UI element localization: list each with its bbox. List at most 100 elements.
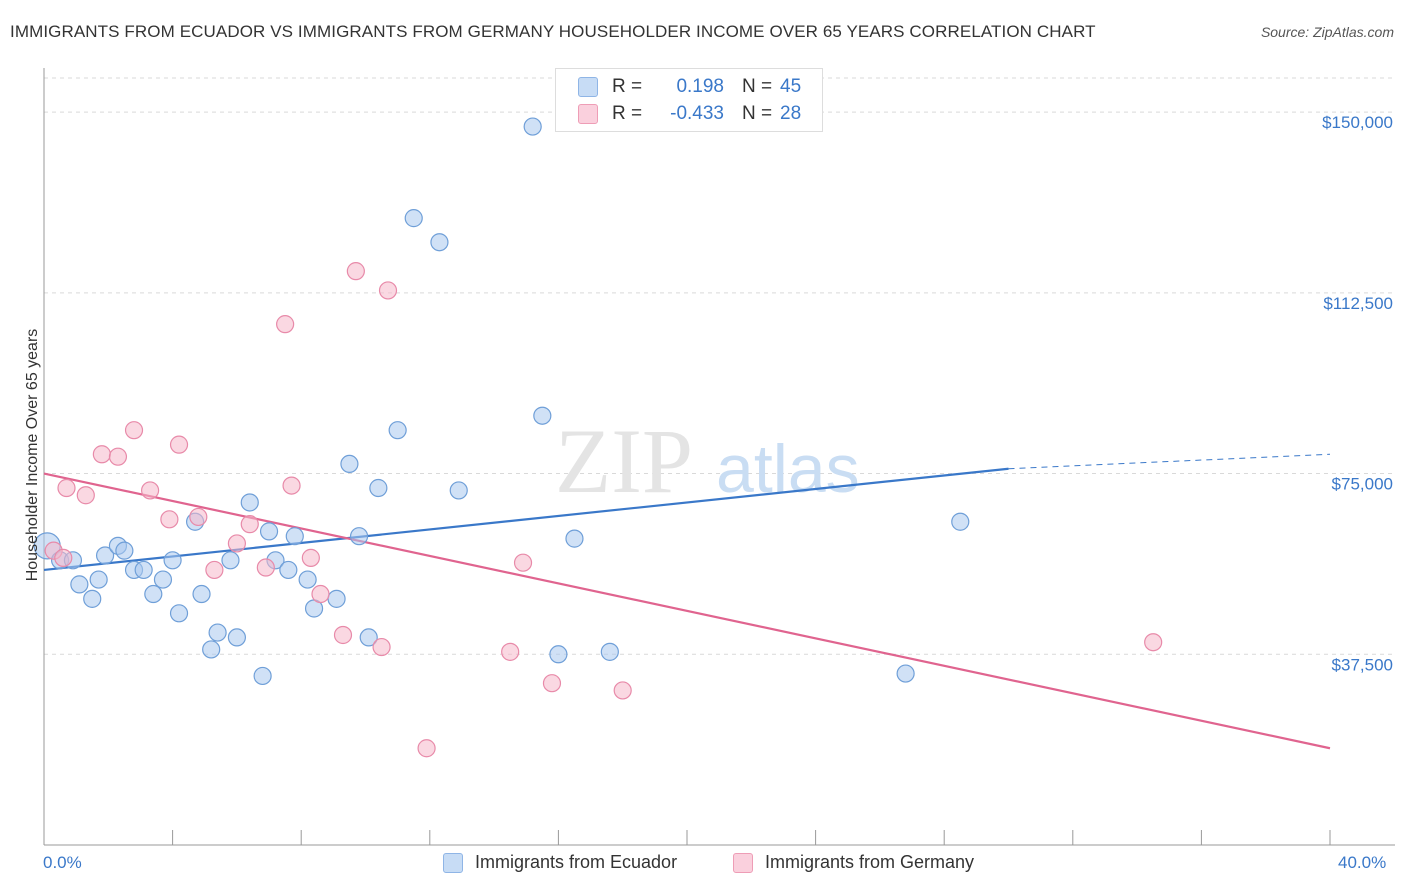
gridlines <box>44 77 1395 655</box>
ecuador-point <box>404 209 423 228</box>
ecuador-point <box>70 575 89 594</box>
ecuador-swatch <box>443 852 463 873</box>
n-label: N = <box>742 76 773 97</box>
germany-point <box>108 447 128 466</box>
ecuador-point <box>327 589 346 608</box>
y-tick-label: $112,500 <box>1323 294 1393 313</box>
ecuador-point <box>95 546 115 565</box>
ecuador-point <box>285 527 304 546</box>
ecuador-point <box>221 551 240 570</box>
legend-row-germany: R = -0.433 N = 28 <box>578 101 801 127</box>
r-label: R = <box>612 76 643 97</box>
ecuador-point <box>279 560 298 580</box>
r-value: -0.433 <box>670 103 724 124</box>
ecuador-point <box>340 454 359 474</box>
germany-point <box>169 435 189 454</box>
ecuador-point <box>951 512 970 531</box>
r-label: R = <box>612 103 643 124</box>
ecuador-point <box>169 604 189 623</box>
y-tick-label: $150,000 <box>1322 113 1393 132</box>
germany-point <box>346 262 365 281</box>
correlation-legend: R = 0.198 N = 45 R = -0.433 N = 28 <box>555 68 823 132</box>
ecuador-point <box>430 233 449 252</box>
germany-point <box>311 584 330 604</box>
ecuador-point <box>202 640 221 659</box>
y-axis-label: Householder Income Over 65 years <box>24 329 41 582</box>
r-value: 0.198 <box>676 76 724 97</box>
ecuador-trend-extension <box>1008 453 1331 470</box>
n-value: 28 <box>780 103 802 124</box>
germany-point <box>205 560 224 580</box>
ecuador-point <box>163 551 182 570</box>
ecuador-point <box>208 623 227 642</box>
germany-point <box>256 558 275 577</box>
legend-item-germany: Immigrants from Germany <box>733 852 974 873</box>
ecuador-point <box>253 666 272 686</box>
ecuador-point <box>89 570 108 589</box>
germany-swatch <box>578 104 598 124</box>
x-max-label: 40.0% <box>1338 853 1387 872</box>
germany-point <box>140 481 160 500</box>
germany-point <box>240 515 259 534</box>
germany-point <box>513 553 533 572</box>
trend-lines <box>43 453 1331 750</box>
germany-point <box>57 478 76 498</box>
germany-point <box>160 510 179 529</box>
germany-point <box>189 507 208 527</box>
germany-point <box>301 548 320 567</box>
germany-point <box>333 625 353 645</box>
watermark: ZIP atlas <box>555 410 860 512</box>
ecuador-point <box>369 478 388 498</box>
germany-point <box>501 642 520 661</box>
ecuador-point <box>896 664 915 683</box>
watermark-zip: ZIP <box>555 410 693 512</box>
ecuador-point <box>549 645 568 664</box>
ecuador-point <box>259 522 279 541</box>
source-label: Source: ZipAtlas.com <box>1260 24 1394 40</box>
ecuador-point <box>298 570 317 589</box>
ecuador-point <box>349 527 369 546</box>
germany-trend-line <box>43 472 1331 750</box>
germany-point <box>282 476 301 495</box>
germany-point <box>417 739 436 758</box>
ecuador-points <box>33 117 970 686</box>
ecuador-point <box>600 642 619 661</box>
ecuador-point <box>533 406 552 425</box>
legend-label-ecuador: Immigrants from Ecuador <box>475 852 678 872</box>
germany-point <box>76 486 95 505</box>
legend-item-ecuador: Immigrants from Ecuador <box>443 852 677 873</box>
n-value: 45 <box>780 76 802 97</box>
watermark-atlas: atlas <box>716 431 860 507</box>
ecuador-point <box>134 560 153 580</box>
ecuador-point <box>388 421 407 440</box>
germany-point <box>227 534 246 553</box>
legend-label-germany: Immigrants from Germany <box>765 852 975 872</box>
germany-points <box>44 262 1163 758</box>
n-label: N = <box>742 103 773 124</box>
y-tick-label: $37,500 <box>1332 655 1393 674</box>
germany-point <box>276 315 295 334</box>
ecuador-point <box>153 570 173 589</box>
germany-point <box>378 281 398 300</box>
germany-point <box>1144 633 1163 652</box>
ecuador-point <box>359 628 378 647</box>
ecuador-point <box>144 584 163 604</box>
ecuador-trend-line <box>43 467 1009 572</box>
legend-row-ecuador: R = 0.198 N = 45 <box>578 74 801 100</box>
ecuador-point <box>115 541 134 560</box>
series-legend: Immigrants from Ecuador Immigrants from … <box>0 852 1406 878</box>
germany-point <box>124 421 144 440</box>
ecuador-swatch <box>578 77 598 97</box>
germany-point <box>372 637 391 657</box>
chart-title: IMMIGRANTS FROM ECUADOR VS IMMIGRANTS FR… <box>10 22 1096 41</box>
germany-point <box>542 674 562 693</box>
germany-point <box>92 445 111 464</box>
ecuador-point <box>565 529 584 548</box>
ecuador-point <box>449 481 468 500</box>
ecuador-point <box>227 628 246 647</box>
ecuador-point <box>240 493 259 512</box>
y-tick-labels: $37,500 $75,000 $112,500 $150,000 <box>1322 113 1393 674</box>
ecuador-point <box>83 589 102 608</box>
y-tick-label: $75,000 <box>1332 475 1393 494</box>
